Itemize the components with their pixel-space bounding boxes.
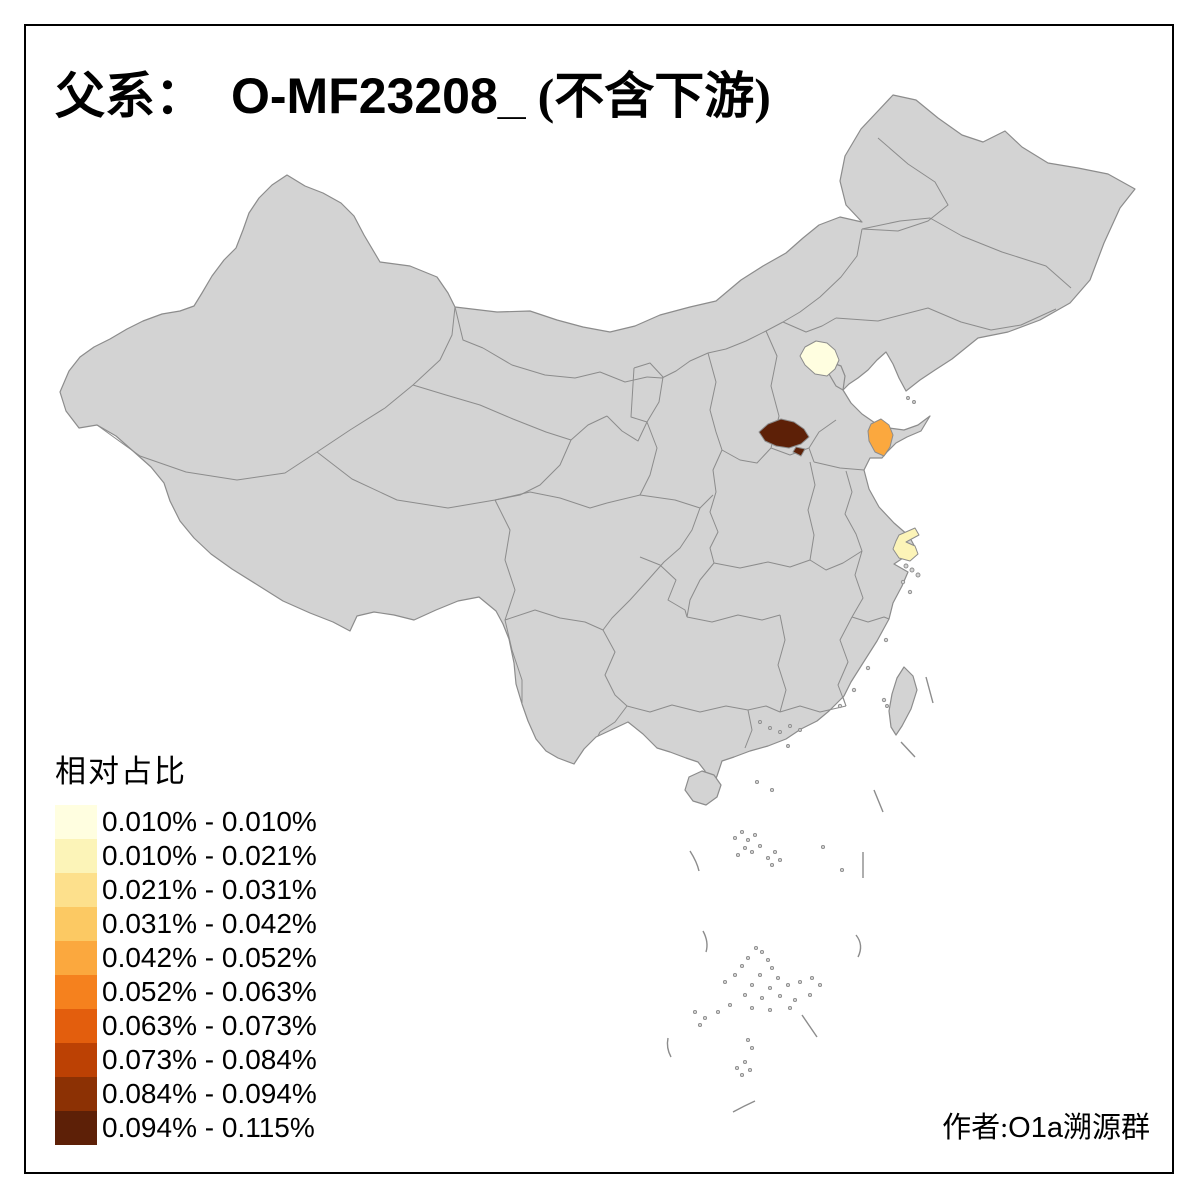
legend-swatch <box>55 839 97 873</box>
legend-item: 0.021% - 0.031% <box>55 873 317 907</box>
legend-title: 相对占比 <box>55 754 187 789</box>
legend-item: 0.094% - 0.115% <box>55 1111 317 1145</box>
region-shanghai <box>892 527 920 562</box>
page-title: 父系： O-MF23208_ (不含下游) <box>55 56 771 128</box>
legend-item: 0.084% - 0.094% <box>55 1077 317 1111</box>
legend-item: 0.010% - 0.021% <box>55 839 317 873</box>
legend-item: 0.010% - 0.010% <box>55 805 317 839</box>
sea-dash-features <box>666 676 934 1113</box>
author-suffix: 溯源群 <box>1062 1112 1150 1144</box>
legend-swatch <box>55 907 97 941</box>
region-south-hebei <box>758 418 810 449</box>
region-south-hebei-fragment <box>792 446 806 457</box>
legend-swatch <box>55 1009 97 1043</box>
legend-item: 0.073% - 0.084% <box>55 1043 317 1077</box>
author-credit: 作者:O1a溯源群 <box>942 1104 1150 1146</box>
legend-label: 0.010% - 0.010% <box>102 806 317 837</box>
legend-swatch <box>55 1043 97 1077</box>
title-haplogroup: O-MF23208_ <box>231 68 526 124</box>
mainland-china <box>59 94 1136 791</box>
legend-item: 0.031% - 0.042% <box>55 907 317 941</box>
legend-label: 0.084% - 0.094% <box>102 1078 317 1109</box>
legend-swatch <box>55 975 97 1009</box>
author-group-code: O1a <box>1008 1112 1063 1144</box>
hainan-island <box>684 770 722 806</box>
legend-label: 0.094% - 0.115% <box>102 1112 315 1143</box>
legend-swatch <box>55 805 97 839</box>
region-beijing <box>799 340 840 377</box>
legend-swatch <box>55 1077 97 1111</box>
region-qingdao-shandong <box>867 418 894 457</box>
legend: 相对占比 0.010% - 0.010% 0.010% - 0.021% 0.0… <box>55 746 317 1145</box>
legend-label: 0.052% - 0.063% <box>102 976 317 1007</box>
highlighted-regions <box>758 340 920 562</box>
title-suffix: (不含下游) <box>537 68 771 124</box>
legend-label: 0.010% - 0.021% <box>102 840 317 871</box>
taiwan-island <box>888 666 918 736</box>
legend-label: 0.031% - 0.042% <box>102 908 317 939</box>
legend-swatch <box>55 873 97 907</box>
legend-swatch <box>55 941 97 975</box>
legend-item: 0.042% - 0.052% <box>55 941 317 975</box>
legend-swatch <box>55 1111 97 1145</box>
title-prefix: 父系： <box>55 68 205 124</box>
province-borders <box>96 137 1072 749</box>
legend-label: 0.021% - 0.031% <box>102 874 317 905</box>
author-prefix: 作者: <box>942 1112 1009 1144</box>
legend-item: 0.052% - 0.063% <box>55 975 317 1009</box>
legend-label: 0.063% - 0.073% <box>102 1010 317 1041</box>
legend-label: 0.073% - 0.084% <box>102 1044 317 1075</box>
legend-label: 0.042% - 0.052% <box>102 942 317 973</box>
islands-layer <box>666 396 934 1113</box>
legend-item: 0.063% - 0.073% <box>55 1009 317 1043</box>
land-layer <box>59 94 1136 806</box>
